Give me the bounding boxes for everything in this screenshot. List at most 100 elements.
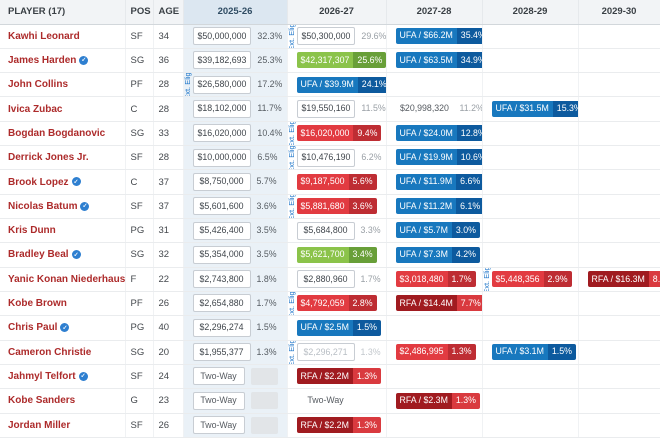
salary-value: UFA / $11.9M: [395, 173, 457, 190]
player-row: James Harden SG 36 $39,182,693 25.3% $42,…: [0, 48, 660, 74]
salary-value: $50,300,000: [296, 27, 356, 46]
player-name-link[interactable]: Kawhi Leonard: [8, 30, 80, 42]
player-age: 37: [153, 194, 184, 220]
season-cell-2027-28: [386, 72, 483, 98]
player-name-link[interactable]: Cameron Christie: [8, 346, 92, 358]
season-cell-2029-30: [578, 315, 660, 341]
player-position: G: [125, 388, 154, 414]
salary-percent: 1.3%: [447, 343, 476, 360]
salary-value: RFA / $2.2M: [296, 417, 353, 433]
salary-value: UFA / $7.3M: [395, 246, 452, 263]
season-cell-2028-29: [482, 48, 579, 74]
player-row: Jahmyl Telfort SF 24 Two-Way RFA / $2.2M…: [0, 364, 660, 390]
column-header-2028-29[interactable]: 2028-29: [482, 0, 579, 25]
player-position: SF: [125, 364, 154, 390]
column-header-pos[interactable]: POS: [125, 0, 154, 25]
season-cell-2028-29: UFA / $3.1M 1.5%: [482, 340, 579, 365]
salary-percent: 1.3%: [451, 392, 480, 409]
player-name-link[interactable]: Derrick Jones Jr.: [8, 152, 89, 164]
season-cell-2028-29: [482, 121, 579, 147]
season-cell-2025-26: Two-Way: [183, 388, 288, 414]
player-name-link[interactable]: James Harden: [8, 54, 77, 66]
season-cell-2026-27: UFA / $2.5M 1.5%: [287, 315, 387, 341]
salary-percent: 5.7%: [256, 176, 277, 187]
salary-value: $8,750,000: [192, 172, 251, 191]
player-name-link[interactable]: Ivica Zubac: [8, 103, 63, 115]
player-name-link[interactable]: Brook Lopez: [8, 176, 69, 188]
season-cell-2028-29: [482, 242, 579, 268]
column-header-2026-27[interactable]: 2026-27: [287, 0, 387, 25]
player-row: Bradley Beal SG 32 $5,354,000 3.5% $5,621…: [0, 242, 660, 268]
salary-percent: 3.6%: [256, 200, 277, 211]
season-cell-2029-30: RFA / $16.3M8.1%: [578, 267, 660, 292]
season-cell-2029-30: [578, 121, 660, 147]
player-name-link[interactable]: Bogdan Bogdanovic: [8, 127, 106, 139]
player-name-link[interactable]: Kobe Brown: [8, 298, 67, 310]
salary-percent: 1.3%: [360, 346, 381, 357]
player-age: 34: [153, 24, 184, 49]
player-name-link[interactable]: Kobe Sanders: [8, 395, 76, 407]
player-age: 23: [153, 388, 184, 414]
season-cell-2028-29: [482, 218, 579, 244]
player-row: Yanic Konan Niederhauser F 22 $2,743,800…: [0, 267, 660, 292]
salary-value: $10,476,190: [296, 148, 356, 167]
ext-elig-label: Ext. Elig.: [482, 267, 491, 292]
column-header-2029-30[interactable]: 2029-30: [578, 0, 660, 25]
player-age: 32: [153, 242, 184, 268]
ext-elig-label: Ext. Elig.: [287, 145, 296, 170]
player-name-link[interactable]: Bradley Beal: [8, 249, 69, 261]
column-header-age[interactable]: AGE: [153, 0, 184, 25]
ext-elig-label: Ext. Elig.: [287, 24, 296, 49]
player-position: PF: [125, 72, 154, 98]
player-age: 26: [153, 413, 184, 438]
player-name-link[interactable]: John Collins: [8, 79, 68, 91]
salary-value: $9,187,500: [296, 173, 349, 190]
player-cell: Jahmyl Telfort: [0, 364, 126, 390]
player-name-link[interactable]: Chris Paul: [8, 322, 58, 334]
salary-percent: 11.7%: [257, 103, 282, 114]
salary-value: $2,296,274: [192, 318, 251, 337]
season-cell-2028-29: [482, 72, 579, 98]
salary-value: Two-Way: [192, 367, 245, 386]
season-cell-2025-26: $5,601,600 3.6%: [183, 194, 288, 220]
salary-value: RFA / $16.3M: [587, 271, 649, 288]
salary-value: $5,621,700: [296, 246, 349, 263]
salary-percent: 3.6%: [348, 198, 377, 215]
player-position: PG: [125, 218, 154, 244]
salary-value: $5,684,800: [296, 221, 355, 240]
salary-value: $20,998,320: [400, 103, 449, 114]
player-name-link[interactable]: Yanic Konan Niederhauser: [8, 273, 125, 285]
player-age: 37: [153, 169, 184, 195]
player-row: Brook Lopez C 37 $8,750,000 5.7% $9,187,5…: [0, 169, 660, 195]
column-header-2025-26[interactable]: 2025-26: [183, 0, 288, 25]
player-position: F: [125, 267, 154, 292]
column-header-player[interactable]: PLAYER (17): [0, 0, 126, 25]
season-cell-2025-26: $39,182,693 25.3%: [183, 48, 288, 74]
player-name-link[interactable]: Kris Dunn: [8, 225, 56, 237]
column-header-2027-28[interactable]: 2027-28: [386, 0, 483, 25]
season-cell-2027-28: UFA / $7.3M 4.2%: [386, 242, 483, 268]
season-cell-2029-30: [578, 340, 660, 365]
player-cell: Bogdan Bogdanovic: [0, 121, 126, 147]
player-row: Ivica Zubac C 28 $18,102,000 11.7% $19,55…: [0, 96, 660, 122]
salary-value: $1,955,377: [192, 343, 251, 362]
salary-percent-empty: [250, 392, 278, 410]
salary-value: $2,880,960: [296, 270, 355, 289]
season-cell-2029-30: [578, 413, 660, 438]
salary-value: RFA / $14.4M: [395, 295, 457, 312]
season-cell-2026-27: Ext. Elig. $10,476,190 6.2%: [287, 145, 387, 171]
salary-percent: 1.7%: [447, 271, 476, 288]
salary-percent: 1.7%: [360, 273, 381, 284]
player-name-link[interactable]: Jordan Miller: [8, 419, 71, 431]
player-row: Jordan Miller SF 26 Two-Way RFA / $2.2M 1…: [0, 413, 660, 438]
player-row: John Collins PF 28 Ext. Elig. $26,580,000…: [0, 72, 660, 98]
player-badge-icon: [71, 177, 81, 187]
player-name-link[interactable]: Nicolas Batum: [8, 200, 78, 212]
player-cell: Bradley Beal: [0, 242, 126, 268]
player-age: 31: [153, 218, 184, 244]
player-name-link[interactable]: Jahmyl Telfort: [8, 371, 76, 383]
player-cell: Kris Dunn: [0, 218, 126, 244]
season-cell-2025-26: $16,020,000 10.4%: [183, 121, 288, 147]
